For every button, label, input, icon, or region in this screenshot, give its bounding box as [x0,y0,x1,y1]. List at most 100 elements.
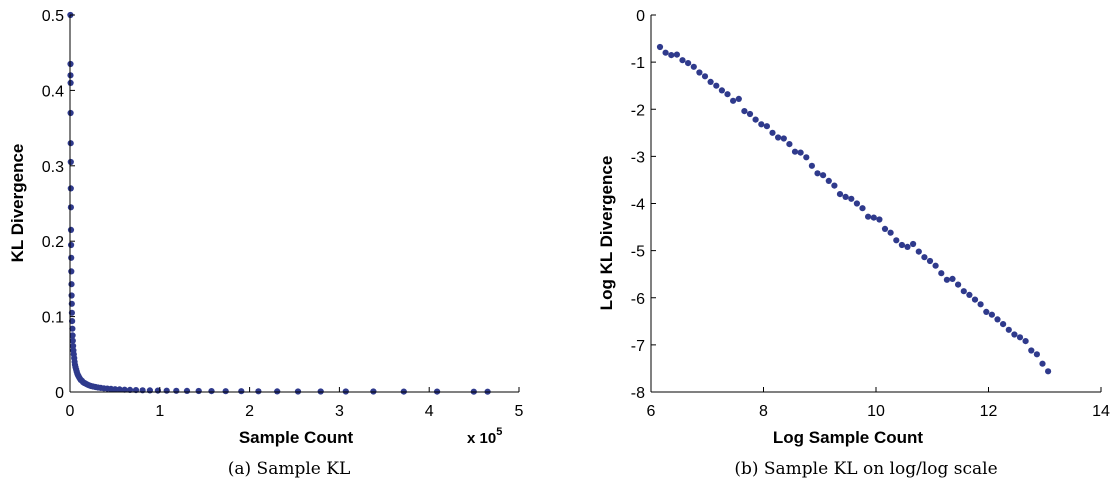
panel-a-point [195,387,202,395]
panel-a-caption: (a) Sample KL [228,459,350,479]
panel-b-point [825,177,832,184]
panel-b-y-tick-label: -4 [631,197,645,214]
panel-b-point [685,60,692,67]
panel-b-point [971,296,979,303]
panel-b-y-tick-label: -5 [631,244,645,261]
panel-b-caption: (b) Sample KL on log/log scale [734,459,997,479]
panel-b-point [898,241,906,249]
panel-b-x-tick-label: 10 [867,403,885,420]
panel-b-point [701,73,709,80]
panel-a-point [146,387,153,394]
panel-b-point [921,254,928,261]
panel-a-point [173,387,180,394]
panel-b-x-tick-label: 14 [1092,403,1110,420]
panel-a-point [69,337,76,344]
panel-a-point [67,140,74,147]
panel-b-point [949,275,956,282]
panel-b-point [1033,351,1040,358]
panel-b-y-tick-label: -1 [631,55,645,72]
panel-b-point [769,129,776,136]
panel-a-y-tick-label: 0.1 [42,310,64,327]
panel-a-y-ticks: 0 0.1 0.2 0.3 0.4 0.5 [42,8,75,402]
panel-b-point [887,229,894,236]
panel-b-point [1028,347,1035,354]
panel-b-point [926,257,934,265]
panel-b-point [791,148,799,155]
panel-a-point [68,281,75,288]
panel-b-point [752,116,759,123]
panel-a-point [68,292,75,299]
panel-b-y-tick-label: -6 [631,291,645,308]
panel-a-points [67,11,491,395]
panel-b-sample-kl-log-log: 6 8 10 12 14 0 -1 -2 -3 -4 -5 -6 -7 -8 Log Sample Co… [597,8,1110,479]
panel-b-point [1045,368,1052,375]
panel-b-y-tick-label: -3 [631,149,645,166]
panel-a-x-tick-label: 3 [335,403,344,420]
panel-b-point [758,121,765,128]
panel-a-point [121,386,128,393]
panel-b-point [960,288,967,295]
panel-b-point [746,110,754,118]
panel-b-y-tick-label: -8 [631,385,645,402]
panel-a-sample-kl: 0 1 2 3 4 5 0 0.1 0.2 0.3 0.4 0.5 Sample Count KL … [8,8,524,479]
panel-a-x-ticks: 0 1 2 3 4 5 [66,387,524,420]
panel-b-point [735,95,742,102]
panel-b-point [775,134,782,141]
panel-b-point [803,154,810,161]
panel-b-x-tick-label: 12 [980,403,998,420]
panel-a-point [163,387,170,394]
panel-b-point [780,135,787,142]
panel-b-x-tick-label: 8 [759,403,768,420]
panel-a-y-axis-label: KL Divergence [8,144,27,263]
panel-b-point [763,123,771,130]
panel-a-x-tick-label: 0 [66,403,75,420]
panel-a-point [67,204,74,211]
panel-b-point [808,162,816,169]
panel-b-point [881,225,889,232]
panel-b-point [848,195,855,202]
panel-a-point [238,388,245,395]
panel-a-point [126,386,134,393]
panel-b-point [696,69,703,76]
panel-a-point [67,226,75,233]
panel-b-point [797,149,804,156]
panel-b-point [938,270,945,277]
panel-a-y-tick-label: 0.4 [42,83,64,100]
panel-b-point [679,57,686,64]
panel-b-y-tick-label: -2 [631,102,645,119]
panel-a-point [116,386,123,393]
panel-a-point [183,387,191,394]
panel-a-point [255,388,262,395]
panel-b-point [724,91,731,98]
panel-a-point [67,79,74,86]
panel-b-point [983,308,990,315]
panel-b-point [955,281,962,288]
panel-a-y-tick-label: 0.5 [42,8,64,25]
panel-b-point [1011,331,1018,338]
panel-a-point [68,241,75,249]
panel-b-y-tick-label: -7 [631,338,645,355]
panel-a-point [274,388,281,395]
panel-b-point [836,191,844,198]
panel-b-point [876,216,883,223]
panel-b-point [662,49,669,56]
panel-a-point [69,332,76,339]
panel-b-point [831,182,838,189]
panel-b-point [870,214,877,221]
panel-b-points [656,43,1052,375]
panel-b-point [943,276,951,283]
panel-a-point [69,325,76,332]
panel-a-point [70,342,77,350]
panel-b-point [932,262,939,269]
panel-b-point [988,311,996,318]
panel-a-point [68,254,75,261]
panel-b-point [741,108,748,115]
panel-a-x-tick-label: 2 [245,403,254,420]
panel-b-point [690,63,697,70]
panel-b-point [966,291,973,298]
panel-b-point [1005,326,1012,333]
panel-b-point [718,87,726,94]
panel-b-point [910,240,917,248]
panel-b-y-tick-label: 0 [636,8,645,25]
